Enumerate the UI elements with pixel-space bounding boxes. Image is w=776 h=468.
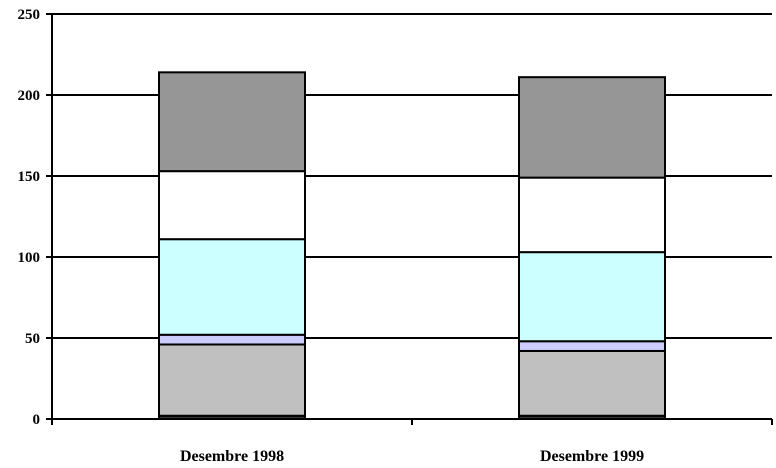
y-tick-label-50: 50 <box>25 331 40 347</box>
x-category-label-1998: Desembre 1998 <box>180 448 284 465</box>
bar-segment-cat0-seg2 <box>158 333 306 346</box>
y-tick-label-250: 250 <box>18 7 41 23</box>
axes <box>46 13 773 425</box>
bar-segment-cat1-seg5 <box>518 76 666 179</box>
y-tick-label-150: 150 <box>18 169 41 185</box>
y-tick-label-100: 100 <box>18 250 41 266</box>
y-tick-label-200: 200 <box>18 88 41 104</box>
bar-segment-cat0-seg4 <box>158 170 306 241</box>
bar-segment-cat1-seg1 <box>518 349 666 417</box>
bar-segment-cat1-seg2 <box>518 340 666 352</box>
bar-segment-cat1-seg3 <box>518 251 666 343</box>
bars <box>158 71 666 421</box>
bar-segment-cat0-seg5 <box>158 71 306 173</box>
y-tick-label-0: 0 <box>33 412 41 428</box>
y-tick-labels: 0 50 100 150 200 250 <box>18 7 41 428</box>
x-category-labels: Desembre 1998 Desembre 1999 <box>180 448 644 465</box>
bar-segment-cat0-seg1 <box>158 343 306 417</box>
bar-segment-cat1-seg4 <box>518 176 666 254</box>
x-category-label-1999: Desembre 1999 <box>540 448 644 465</box>
bar-segment-cat0-seg3 <box>158 238 306 336</box>
